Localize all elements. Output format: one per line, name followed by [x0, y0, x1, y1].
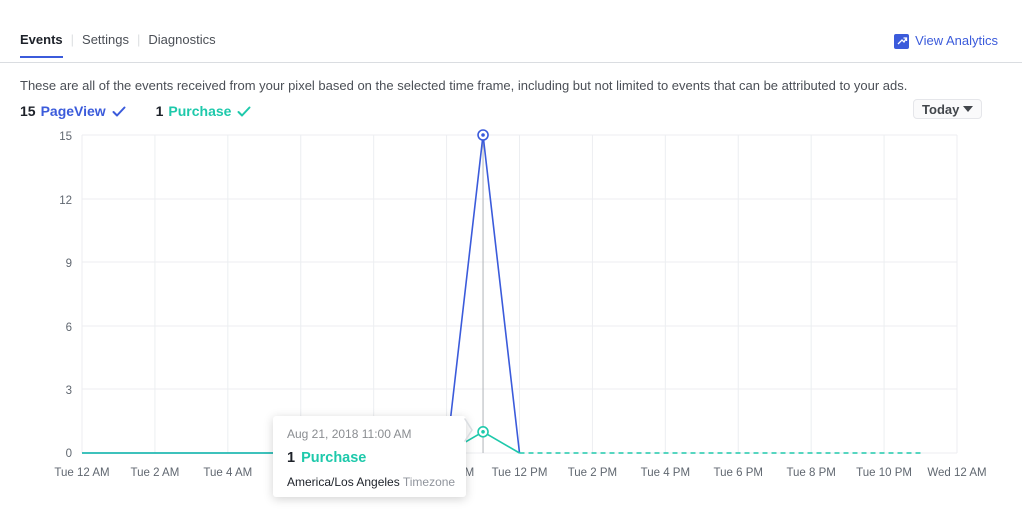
- svg-text:0: 0: [66, 448, 72, 460]
- svg-text:Tue 8 PM: Tue 8 PM: [786, 467, 835, 479]
- svg-text:Wed 12 AM: Wed 12 AM: [927, 467, 986, 479]
- svg-text:15: 15: [59, 131, 72, 143]
- svg-text:Tue 4 PM: Tue 4 PM: [641, 467, 690, 479]
- svg-text:Tue 6 PM: Tue 6 PM: [714, 467, 763, 479]
- svg-text:6: 6: [66, 322, 72, 334]
- svg-text:Tue 2 PM: Tue 2 PM: [568, 467, 617, 479]
- svg-text:Tue 4 AM: Tue 4 AM: [203, 467, 252, 479]
- svg-text:Tue 2 AM: Tue 2 AM: [131, 467, 180, 479]
- svg-text:Tue 12 PM: Tue 12 PM: [492, 467, 548, 479]
- svg-text:9: 9: [66, 258, 72, 270]
- svg-text:Tue 10 PM: Tue 10 PM: [856, 467, 912, 479]
- svg-text:12: 12: [59, 195, 72, 207]
- svg-text:Tue 12 AM: Tue 12 AM: [54, 467, 109, 479]
- svg-text:3: 3: [66, 385, 72, 397]
